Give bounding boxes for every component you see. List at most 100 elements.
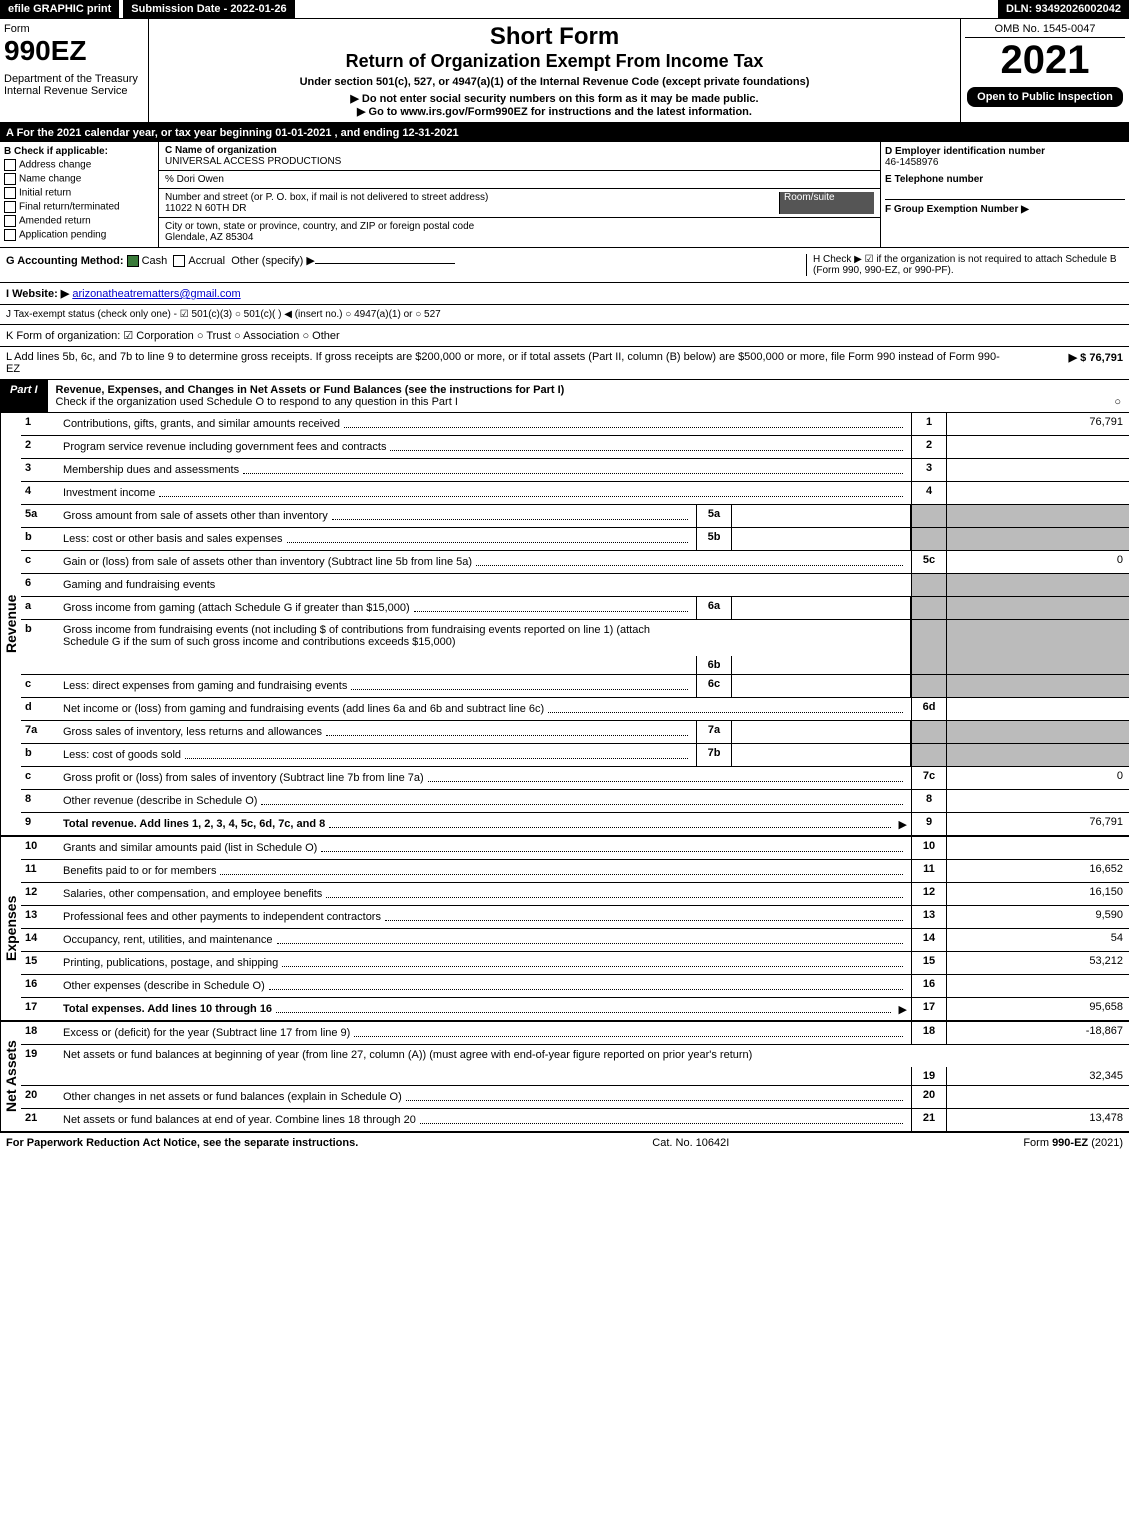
footer-left: For Paperwork Reduction Act Notice, see … [6,1137,358,1149]
line-5c: cGain or (loss) from sale of assets othe… [21,551,1129,574]
line-number: c [21,767,59,789]
page-footer: For Paperwork Reduction Act Notice, see … [0,1133,1129,1153]
d-label: D Employer identification number [885,146,1125,157]
form-header: Form 990EZ Department of the Treasury In… [0,19,1129,124]
sub-line-number: 5b [696,528,732,550]
part1-title: Revenue, Expenses, and Changes in Net As… [48,380,1129,412]
line-ref: 20 [911,1086,947,1108]
line-20: 20Other changes in net assets or fund ba… [21,1086,1129,1109]
line-desc: Gross income from gaming (attach Schedul… [59,597,696,619]
line-9: 9Total revenue. Add lines 1, 2, 3, 4, 5c… [21,813,1129,835]
header-left: Form 990EZ Department of the Treasury In… [0,19,149,122]
line-number: 14 [21,929,59,951]
sub-line-value [732,528,911,550]
amount [947,436,1129,458]
b-opt-final[interactable]: Final return/terminated [4,201,154,213]
line-2: 2Program service revenue including gover… [21,436,1129,459]
efile-label: efile GRAPHIC print [0,0,119,18]
line-17: 17Total expenses. Add lines 10 through 1… [21,998,1129,1020]
sub-line-number: 6c [696,675,732,697]
b-label: B Check if applicable: [4,146,154,157]
line-ref: 11 [911,860,947,882]
amount [947,975,1129,997]
amount-shaded [947,528,1129,550]
line-desc: Less: cost or other basis and sales expe… [59,528,696,550]
line-7c: cGross profit or (loss) from sales of in… [21,767,1129,790]
c-care-of: % Dori Owen [159,171,880,189]
open-to-public: Open to Public Inspection [967,87,1123,107]
header-center: Short Form Return of Organization Exempt… [149,19,960,122]
line-number: 12 [21,883,59,905]
expenses-section: Expenses 10Grants and similar amounts pa… [0,837,1129,1022]
line-number: a [21,597,59,619]
line-number: d [21,698,59,720]
sub-line-value [732,721,911,743]
line-number: c [21,551,59,573]
line-desc: Program service revenue including govern… [59,436,911,458]
col-def: D Employer identification number 46-1458… [881,142,1129,247]
amount [947,698,1129,720]
amount: 54 [947,929,1129,951]
g-cash-check[interactable] [127,255,139,267]
footer-right: Form 990-EZ (2021) [1023,1137,1123,1149]
line-number: 2 [21,436,59,458]
line-6d: dNet income or (loss) from gaming and fu… [21,698,1129,721]
line-desc: Total expenses. Add lines 10 through 16▶ [59,998,911,1020]
line-number: 17 [21,998,59,1020]
line-desc: Gain or (loss) from sale of assets other… [59,551,911,573]
submission-date: Submission Date - 2022-01-26 [123,0,294,18]
b-opt-amended[interactable]: Amended return [4,215,154,227]
line-8: 8Other revenue (describe in Schedule O)8 [21,790,1129,813]
c-city: City or town, state or province, country… [159,218,880,246]
line-desc: Other changes in net assets or fund bala… [59,1086,911,1108]
line-number: b [21,528,59,550]
line-number: c [21,675,59,697]
line-3: 3Membership dues and assessments3 [21,459,1129,482]
line-gh: G Accounting Method: Cash Accrual Other … [0,248,1129,283]
sub-line-number: 6a [696,597,732,619]
amount-shaded [947,721,1129,743]
line-ref: 14 [911,929,947,951]
line-ref: 4 [911,482,947,504]
section-bcdef: B Check if applicable: Address change Na… [0,142,1129,248]
revenue-label: Revenue [0,413,21,835]
col-b: B Check if applicable: Address change Na… [0,142,159,247]
amount [947,1086,1129,1108]
header-right: OMB No. 1545-0047 2021 Open to Public In… [960,19,1129,122]
amount: 76,791 [947,413,1129,435]
irs-label: Internal Revenue Service [4,85,144,97]
b-opt-initial[interactable]: Initial return [4,187,154,199]
b-opt-name[interactable]: Name change [4,173,154,185]
line-18: 18Excess or (deficit) for the year (Subt… [21,1022,1129,1045]
tax-year: 2021 [965,38,1125,83]
line-6a: aGross income from gaming (attach Schedu… [21,597,1129,620]
amount [947,790,1129,812]
c-street: Number and street (or P. O. box, if mail… [159,189,880,218]
line-5b: bLess: cost or other basis and sales exp… [21,528,1129,551]
line-number: 21 [21,1109,59,1131]
sub-line-number: 7a [696,721,732,743]
line-ref: 18 [911,1022,947,1044]
g-accrual-check[interactable] [173,255,185,267]
line-ref: 12 [911,883,947,905]
amount-shaded [947,744,1129,766]
line-ref: 3 [911,459,947,481]
line-6c: cLess: direct expenses from gaming and f… [21,675,1129,698]
line-number: 4 [21,482,59,504]
b-opt-pending[interactable]: Application pending [4,229,154,241]
c-org: C Name of organization UNIVERSAL ACCESS … [159,142,880,171]
line-h: H Check ▶ ☑ if the organization is not r… [806,254,1123,276]
form-number: 990EZ [4,35,144,67]
b-opt-address[interactable]: Address change [4,159,154,171]
website-link[interactable]: arizonatheatrematters@gmail.com [72,288,240,300]
line-number: 16 [21,975,59,997]
amount: 9,590 [947,906,1129,928]
line-13: 13Professional fees and other payments t… [21,906,1129,929]
line-desc: Contributions, gifts, grants, and simila… [59,413,911,435]
line-12: 12Salaries, other compensation, and empl… [21,883,1129,906]
line-k: K Form of organization: ☑ Corporation ○ … [0,325,1129,347]
col-c: C Name of organization UNIVERSAL ACCESS … [159,142,881,247]
line-number: b [21,744,59,766]
line-desc: Membership dues and assessments [59,459,911,481]
amount-shaded [947,675,1129,697]
